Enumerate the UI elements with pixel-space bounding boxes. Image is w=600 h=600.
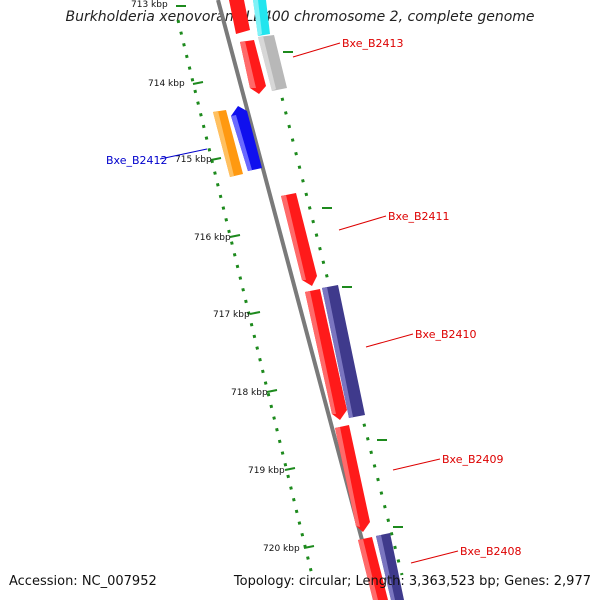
tick-719 [284,467,296,471]
scale-labels: 713 kbp 714 kbp 715 kbp 716 kbp 717 kbp … [131,0,300,554]
tick-label-719: 719 kbp [248,466,285,476]
label-bxe-b2408[interactable]: Bxe_B2408 [460,545,522,558]
label-bxe-b2410[interactable]: Bxe_B2410 [415,328,477,341]
gene-bxe-b2412-blue[interactable] [231,106,262,171]
leader-bxe-b2412 [159,148,208,160]
label-bxe-b2411[interactable]: Bxe_B2411 [388,210,450,223]
tick-label-713: 713 kbp [131,0,168,10]
label-bxe-b2409[interactable]: Bxe_B2409 [442,453,504,466]
tick-715 [210,157,222,161]
label-bxe-b2412[interactable]: Bxe_B2412 [106,154,168,167]
scale-ticks [176,5,403,549]
genome-title: Burkholderia xenovorans LB400 chromosome… [65,9,535,25]
tick-label-717: 717 kbp [213,310,250,320]
gene-features [213,0,404,600]
leader-bxe-b2411 [338,215,387,231]
tick-label-716: 716 kbp [194,233,231,243]
tick-720 [303,545,315,549]
gene-red-top[interactable] [229,0,250,34]
leader-bxe-b2408 [410,550,459,564]
gene-labels: Bxe_B2413 Bxe_B2412 Bxe_B2411 Bxe_B2410 … [106,37,522,558]
tick-718 [266,389,278,393]
label-leaders [159,42,459,564]
tick-717 [249,311,261,315]
genome-stats-text: Topology: circular; Length: 3,363,523 bp… [233,574,591,589]
tick-label-715: 715 kbp [175,155,212,165]
leader-bxe-b2409 [392,458,441,471]
tick-716 [229,234,241,238]
label-bxe-b2413[interactable]: Bxe_B2413 [342,37,404,50]
leader-bxe-b2413 [292,42,341,58]
tick-label-714: 714 kbp [148,79,185,89]
tick-714 [192,81,204,85]
tick-label-718: 718 kbp [231,388,268,398]
tick-label-720: 720 kbp [263,544,300,554]
accession-text: Accession: NC_007952 [9,574,157,589]
leader-bxe-b2410 [365,333,414,348]
